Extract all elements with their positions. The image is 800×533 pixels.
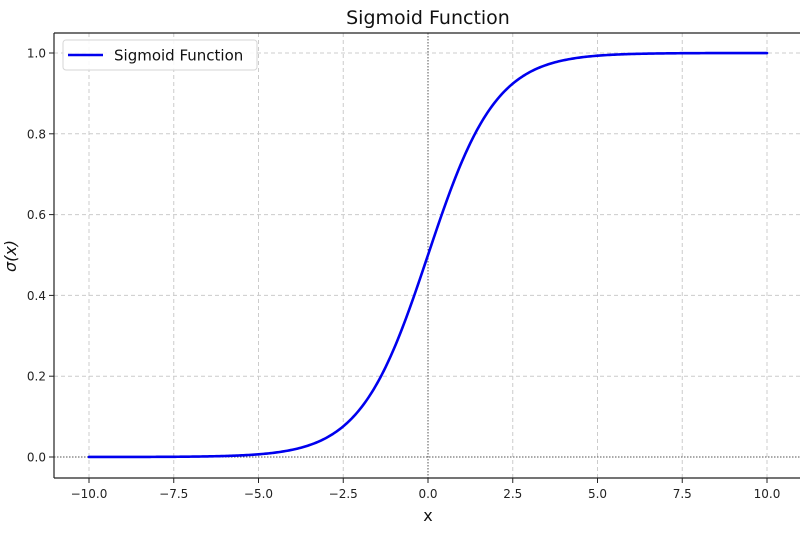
x-axis-ticks: −10.0 −7.5 −5.0 −2.5 0.0 2.5 5.0 7.5 10.0 [71,478,781,501]
y-tick-label: 0.2 [27,370,46,384]
y-axis-ticks: 0.0 0.2 0.4 0.6 0.8 1.0 [27,47,54,465]
x-tick-label: 5.0 [588,487,607,501]
legend: Sigmoid Function [62,39,258,71]
y-axis-label: σ(x) [1,240,20,272]
x-tick-label: 10.0 [754,487,781,501]
y-tick-label: 0.4 [27,289,46,303]
x-tick-label: 0.0 [418,487,437,501]
y-tick-label: 0.0 [27,451,46,465]
x-axis-label: x [423,506,432,525]
y-tick-label: 0.6 [27,208,46,222]
x-tick-label: −2.5 [329,487,358,501]
x-tick-label: −10.0 [71,487,108,501]
x-tick-label: −7.5 [159,487,188,501]
grid-lines [54,33,800,478]
y-tick-label: 0.8 [27,127,46,141]
legend-label: Sigmoid Function [114,47,243,65]
y-tick-label: 1.0 [27,47,46,61]
chart-title: Sigmoid Function [346,7,510,29]
axes-spines [53,32,800,479]
x-tick-label: 7.5 [673,487,692,501]
sigmoid-curve [87,51,769,459]
legend-box [62,39,258,71]
x-tick-label: 2.5 [503,487,522,501]
x-tick-label: −5.0 [244,487,273,501]
